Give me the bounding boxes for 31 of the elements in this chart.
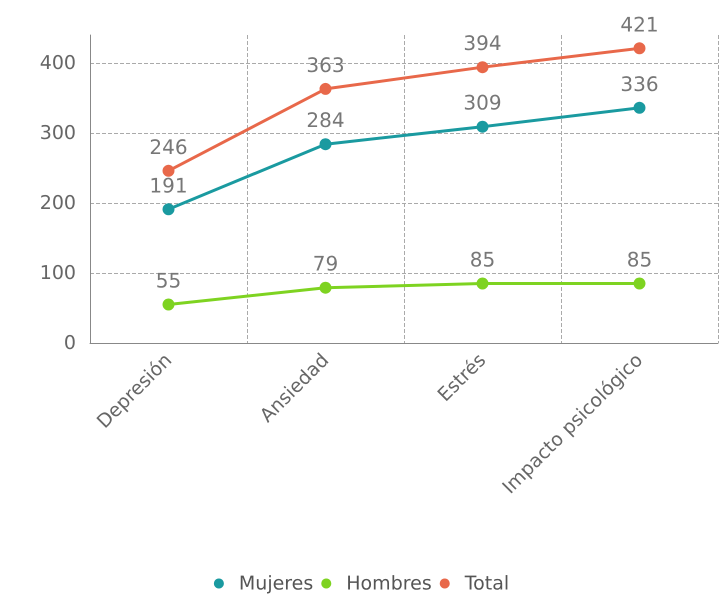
- point: [634, 102, 646, 114]
- legend-label: Hombres: [346, 572, 432, 594]
- y-tick-label: 300: [40, 122, 76, 144]
- point: [162, 298, 174, 310]
- data-label: 421: [620, 12, 659, 36]
- y-tick-label: 0: [64, 332, 76, 354]
- point: [476, 61, 488, 74]
- point: [634, 42, 646, 54]
- data-label: 246: [149, 134, 188, 159]
- point: [162, 203, 174, 216]
- data-label: 284: [306, 108, 345, 132]
- legend-label: Mujeres: [238, 572, 314, 594]
- data-label: 85: [470, 248, 496, 272]
- y-tick-label: 200: [40, 192, 76, 214]
- data-label: 309: [463, 90, 502, 115]
- data-label: 55: [156, 268, 182, 292]
- data-label: 336: [620, 72, 659, 96]
- legend-label: Total: [464, 572, 510, 594]
- data-label: 85: [626, 248, 652, 272]
- point: [320, 138, 332, 150]
- y-tick-label: 400: [40, 52, 76, 74]
- point: [320, 82, 332, 95]
- data-label: 79: [312, 252, 338, 276]
- point: [162, 164, 174, 177]
- y-tick-label: 100: [40, 262, 76, 284]
- data-label: 394: [463, 31, 502, 56]
- point: [634, 278, 646, 290]
- point: [476, 278, 488, 290]
- point: [476, 120, 488, 133]
- data-label: 191: [149, 173, 188, 198]
- point: [320, 282, 332, 294]
